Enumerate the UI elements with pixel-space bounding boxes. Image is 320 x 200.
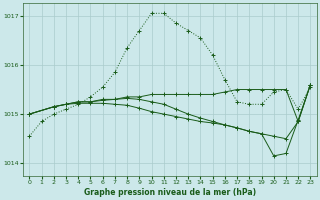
X-axis label: Graphe pression niveau de la mer (hPa): Graphe pression niveau de la mer (hPa): [84, 188, 256, 197]
